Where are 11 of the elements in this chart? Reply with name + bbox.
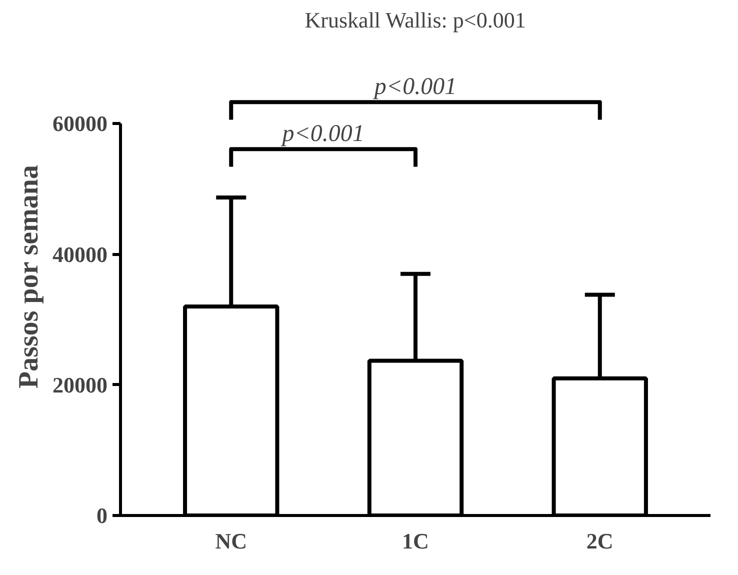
chart-title: Kruskall Wallis: p<0.001 [304, 8, 526, 32]
y-axis-title: Passos por semana [14, 164, 44, 389]
y-tick-label: 0 [96, 503, 108, 528]
y-tick-label: 20000 [52, 372, 108, 398]
y-tick-label: 60000 [52, 111, 108, 136]
y-tick-label: 40000 [52, 242, 108, 267]
x-tick-label: 1C [402, 528, 429, 554]
text: p<0.001 [372, 74, 457, 100]
annotation: p<0.001 [280, 121, 364, 148]
x-tick-label: NC [215, 528, 248, 554]
x-tick-label: 2C [586, 528, 614, 554]
